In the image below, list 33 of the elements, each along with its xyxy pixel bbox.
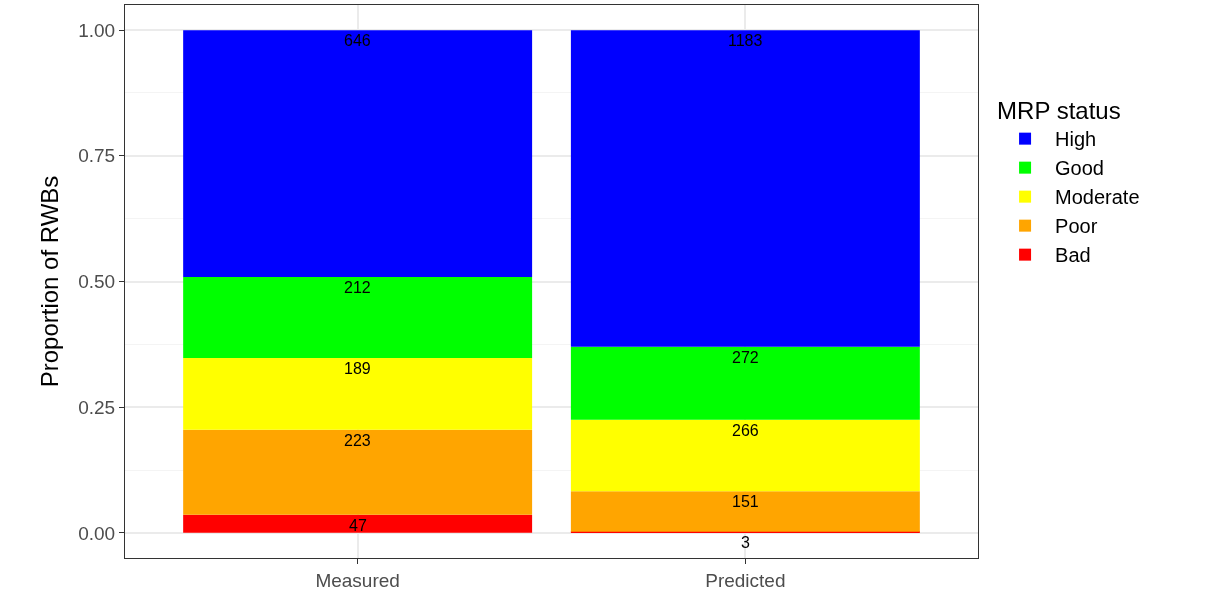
annotation: 272 [732, 349, 759, 366]
bar [183, 30, 533, 277]
bar [183, 429, 533, 515]
annotation: 212 [344, 279, 371, 296]
y-tick-label: 0.50 [78, 271, 116, 293]
legend-label: Bad [1055, 244, 1091, 267]
annotation: 47 [349, 517, 367, 534]
x-tick-label: Predicted [705, 569, 786, 591]
bar [570, 30, 920, 347]
bar [570, 491, 920, 532]
annotation: 223 [344, 432, 371, 449]
bar [183, 276, 533, 358]
bar [570, 419, 920, 492]
legend-label: Good [1055, 157, 1104, 180]
bar [570, 346, 920, 420]
y-tick-label: 0.00 [78, 522, 116, 544]
legend-label: Moderate [1055, 186, 1140, 209]
bar [183, 514, 533, 533]
annotation: 3 [741, 534, 750, 551]
annotation: 646 [344, 32, 371, 49]
y-tick-label: 0.75 [78, 145, 116, 167]
x-tick-label: Measured [315, 569, 400, 591]
legend-label: Poor [1055, 215, 1098, 238]
annotation: 266 [732, 422, 759, 439]
y-axis-title: Proportion of RWBs [36, 175, 64, 388]
annotation: 151 [732, 493, 759, 510]
y-tick-label: 0.25 [78, 396, 116, 418]
annotation: 189 [344, 360, 371, 377]
bar [183, 357, 533, 430]
annotation: 1183 [728, 32, 763, 49]
legend-title: MRP status [997, 97, 1121, 125]
legend-label: High [1055, 128, 1097, 151]
y-tick-label: 1.00 [78, 19, 116, 41]
